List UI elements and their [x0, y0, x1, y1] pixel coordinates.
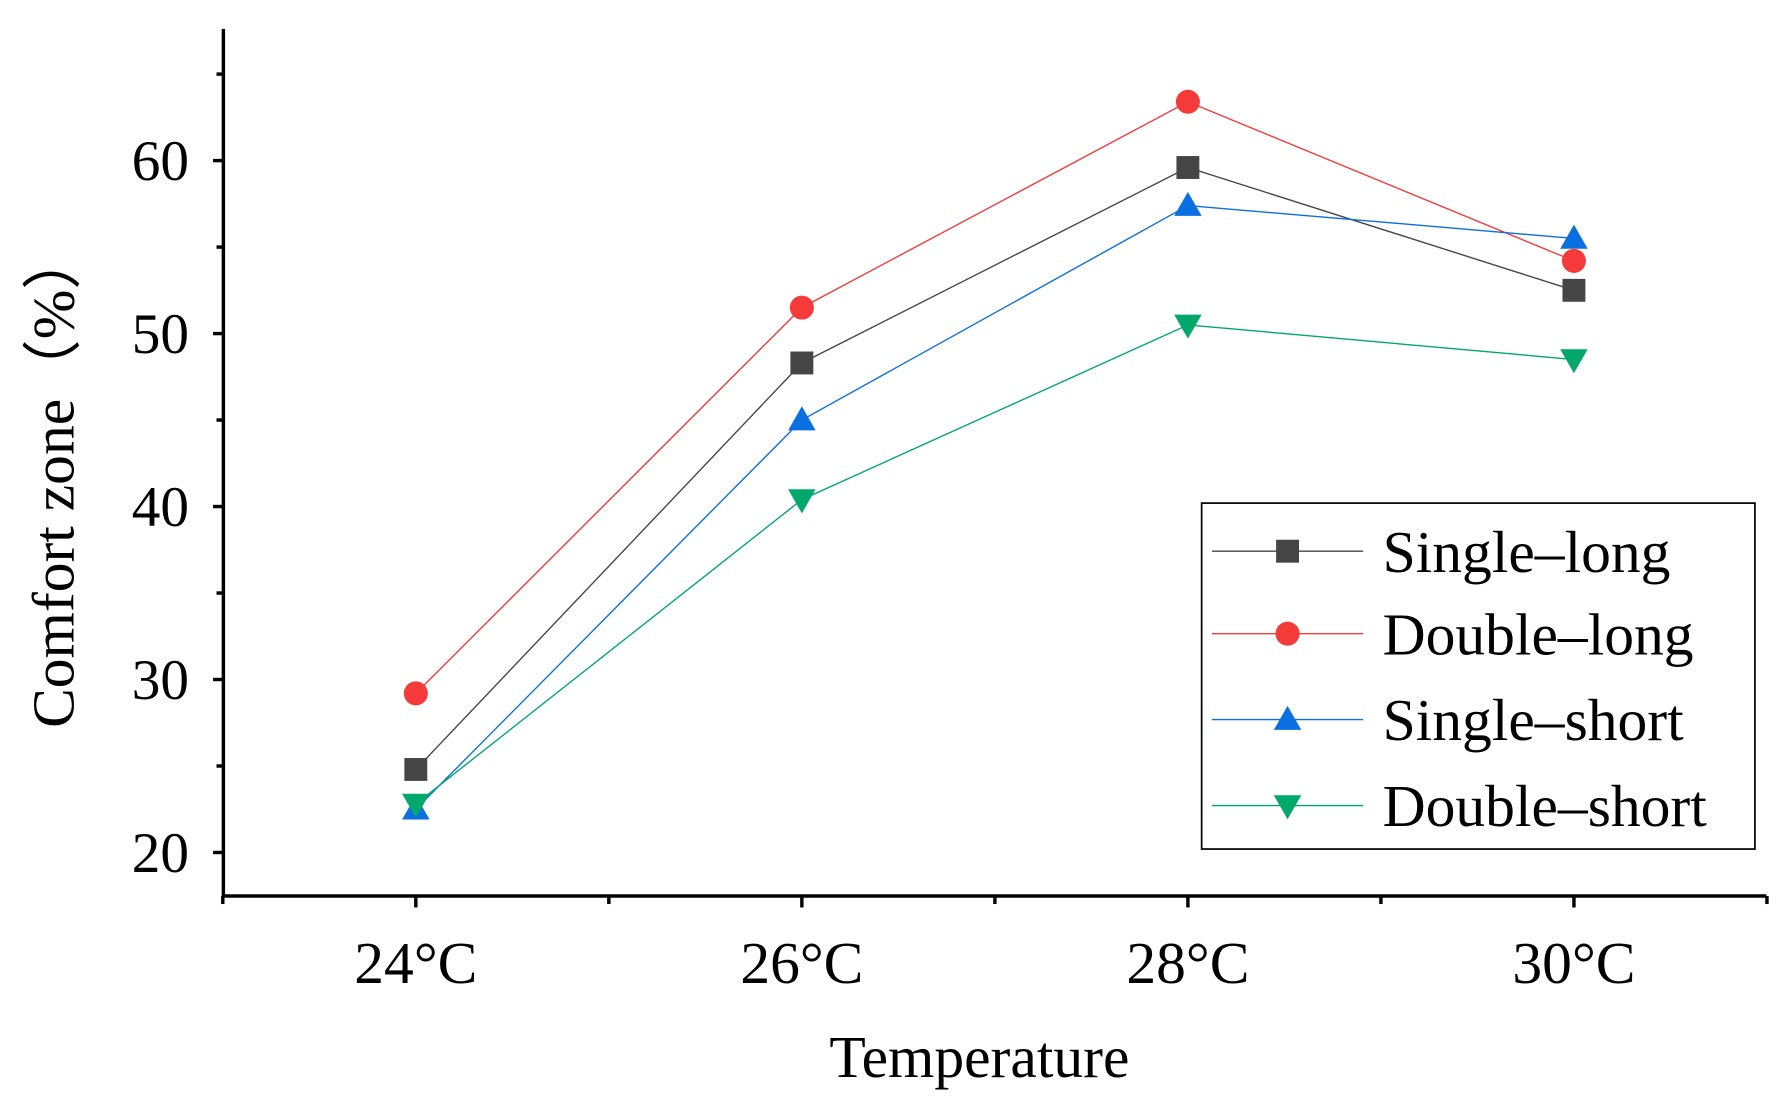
legend-item: Double–short [1211, 773, 1708, 839]
series-double-long [403, 89, 1586, 706]
y-tick-label: 30 [132, 649, 189, 712]
data-point [788, 406, 816, 431]
data-point [1562, 278, 1586, 302]
legend-marker [1275, 621, 1300, 646]
data-point [789, 295, 814, 320]
series-line [415, 101, 1575, 694]
data-point [1176, 156, 1200, 179]
x-axis-label: Temperature [829, 1024, 1129, 1090]
x-tick-label: 28°C [1126, 930, 1249, 996]
data-point [790, 351, 814, 375]
x-tick-label: 30°C [1512, 930, 1635, 996]
data-point [1561, 248, 1586, 273]
y-tick-label: 50 [132, 303, 189, 366]
series-double-short [402, 314, 1588, 818]
legend-item: Single–long [1211, 519, 1671, 585]
data-point [1560, 349, 1588, 374]
data-point [1560, 224, 1588, 249]
series-single-long [404, 156, 1586, 781]
data-point [402, 793, 430, 818]
data-point [1174, 314, 1202, 339]
legend-marker [1276, 539, 1300, 563]
y-tick-label: 60 [132, 130, 189, 193]
legend: Single–long Double–long Single–short Double… [1200, 502, 1756, 850]
data-point [403, 681, 428, 706]
legend-label: Double–long [1383, 601, 1694, 667]
data-point [788, 489, 816, 514]
legend-label: Single–long [1383, 519, 1671, 585]
series-line [415, 166, 1575, 770]
series-line [415, 324, 1574, 805]
y-tick-label: 20 [132, 822, 189, 885]
data-point [404, 757, 428, 781]
legend-item: Single–short [1211, 687, 1685, 753]
data-point [1175, 89, 1200, 114]
legend-label: Single–short [1383, 687, 1685, 753]
data-point [1174, 191, 1202, 216]
x-tick-label: 24°C [354, 930, 477, 996]
legend-marker [1273, 705, 1302, 730]
x-tick-label: 26°C [740, 930, 863, 996]
legend-item: Double–long [1211, 601, 1694, 667]
series-single-short [402, 191, 1588, 820]
legend-label: Double–short [1383, 773, 1708, 839]
series-line [415, 204, 1574, 810]
y-tick-label: 40 [132, 476, 189, 539]
y-axis-label: Comfort zone（%） [20, 230, 86, 728]
legend-marker [1273, 795, 1302, 820]
